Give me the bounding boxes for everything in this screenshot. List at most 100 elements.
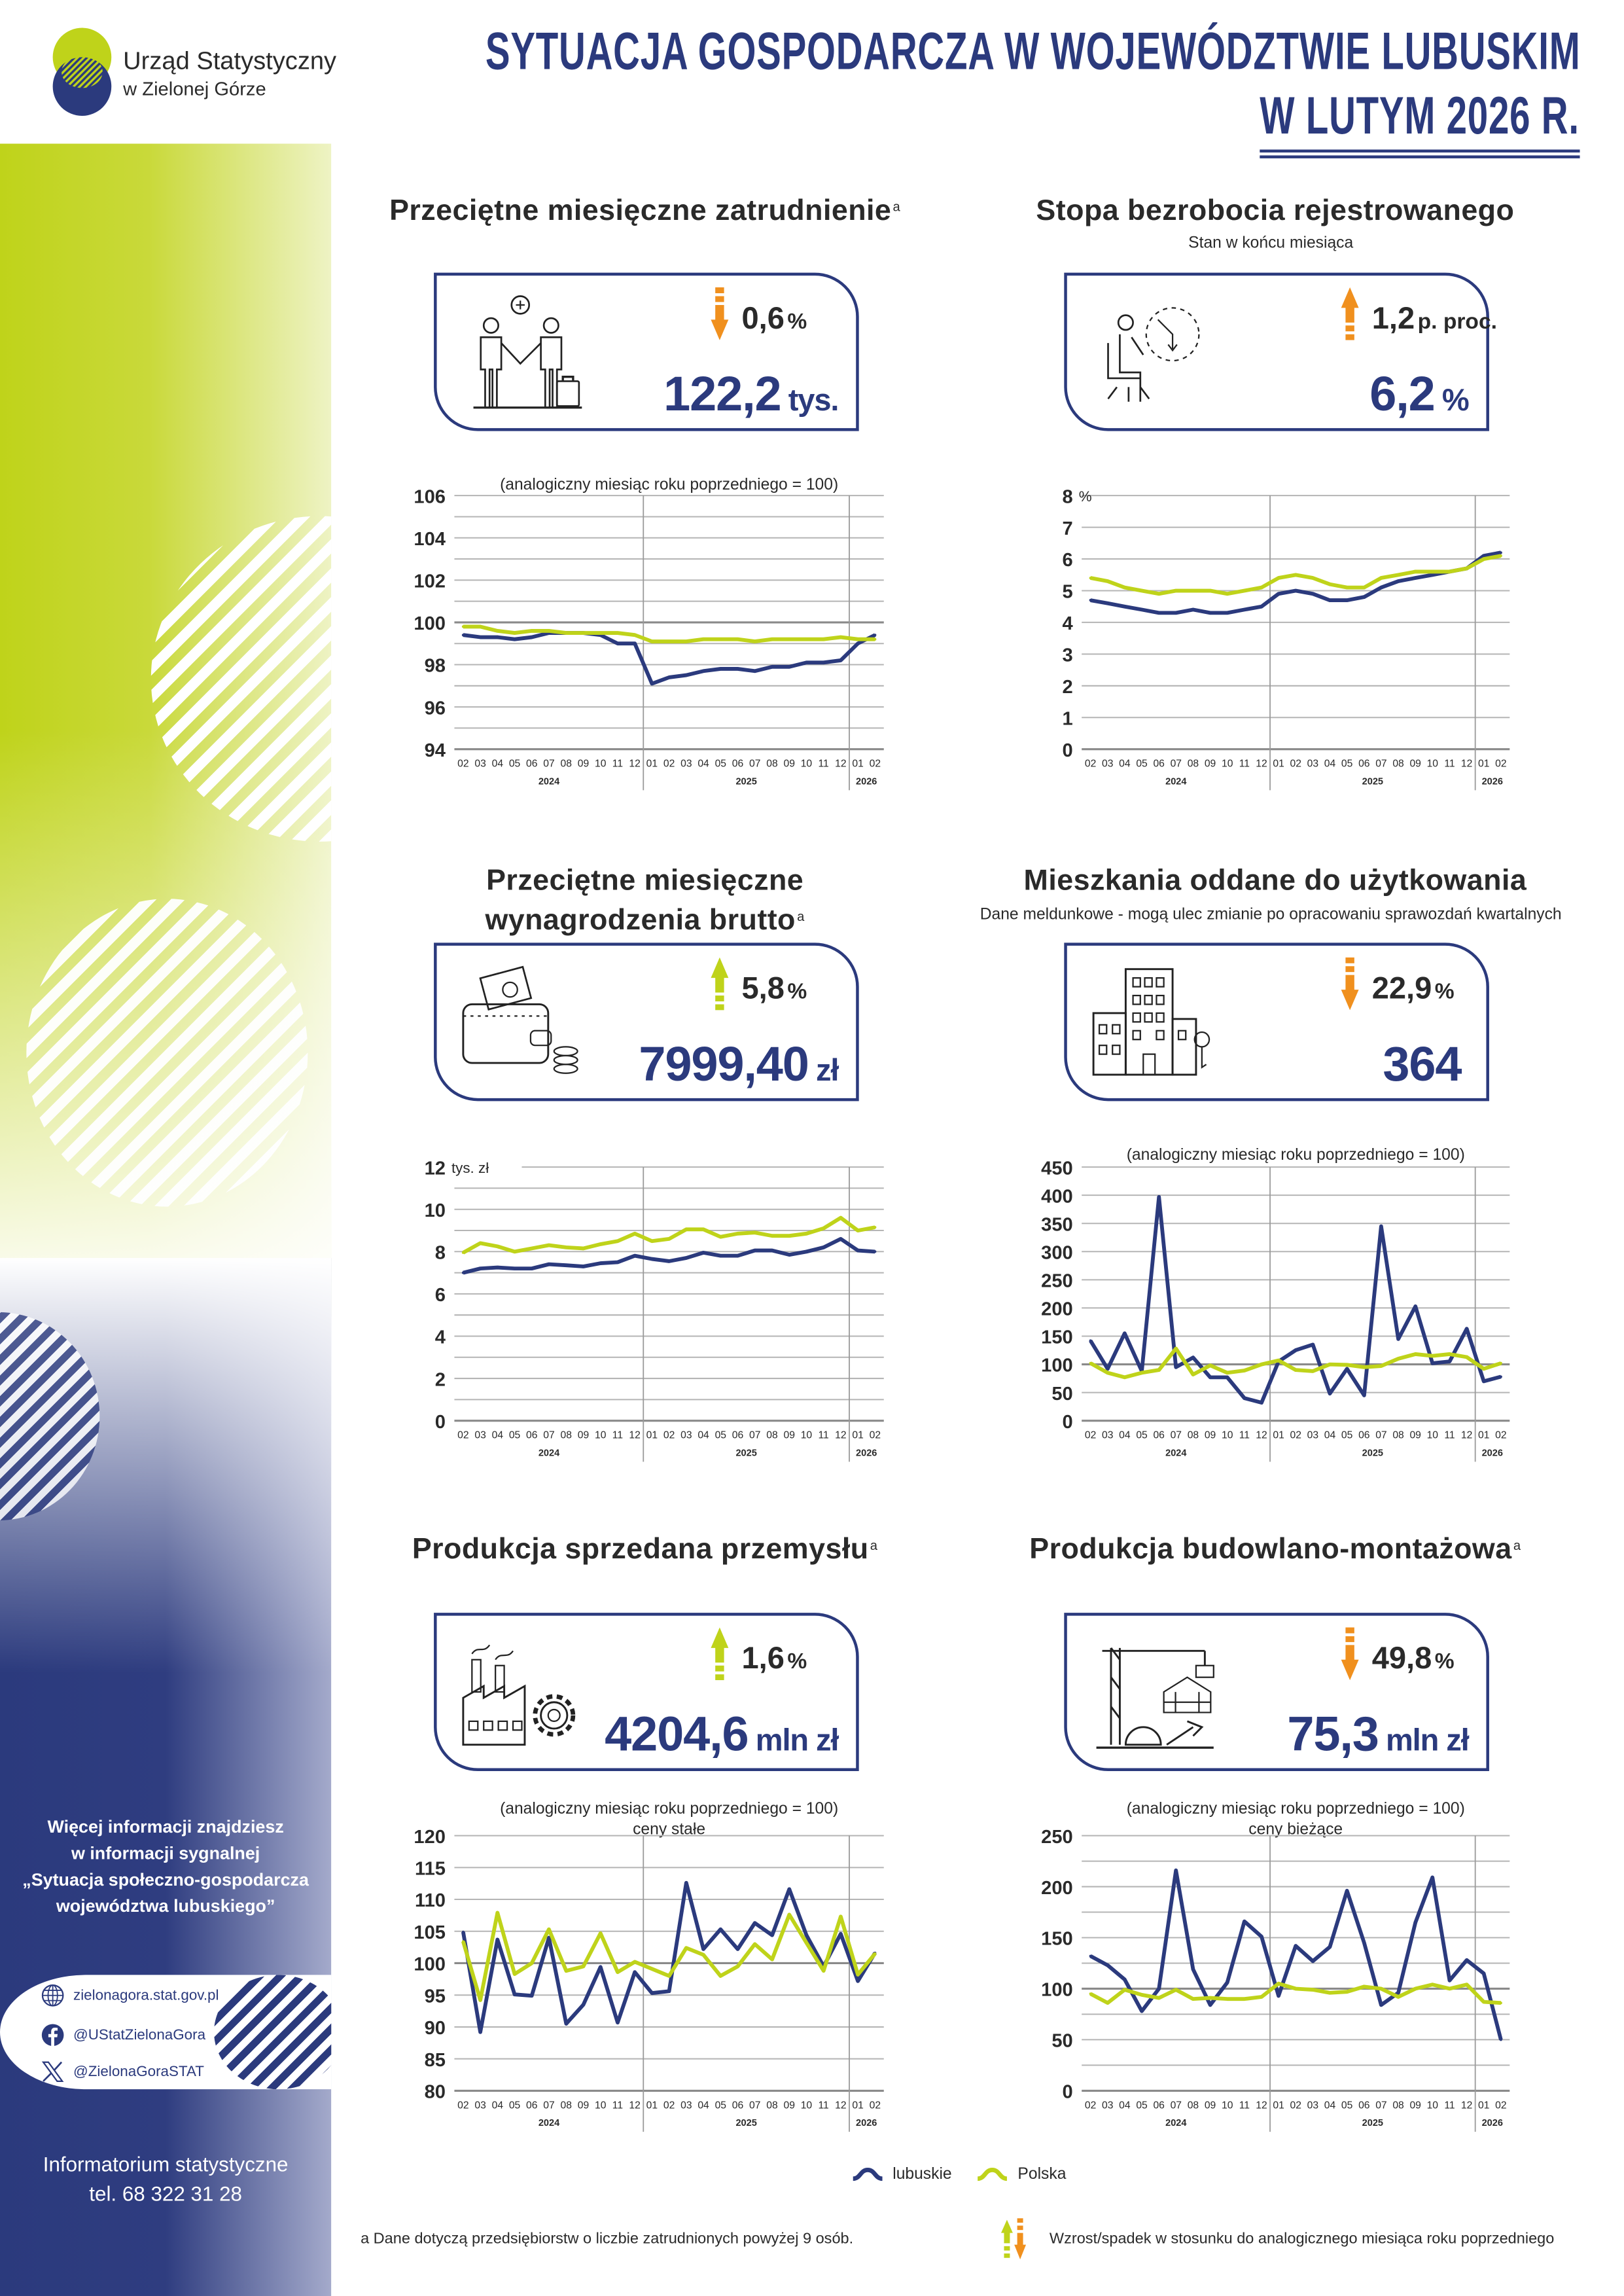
kpi-value-unit: tys. (788, 384, 839, 418)
data-point-lubuskie (1174, 1869, 1178, 1872)
data-point-polska (633, 1960, 637, 1964)
data-point-polska (1157, 592, 1161, 596)
section-title-line: Stopa bezrobocia rejestrowanego (1036, 194, 1515, 228)
data-point-lubuskie (479, 1267, 482, 1270)
year-label: 2026 (1482, 1448, 1503, 1458)
website-link[interactable]: zielonagora.stat.gov.pl (41, 1984, 219, 2007)
data-point-polska (1499, 2001, 1502, 2005)
data-point-polska (616, 1971, 619, 1974)
data-point-polska (1243, 1998, 1246, 2001)
data-point-lubuskie (805, 661, 808, 664)
data-point-polska (461, 1251, 465, 1254)
data-point-polska (1294, 573, 1297, 577)
y-tick-label: 300 (1041, 1242, 1073, 1263)
x-tick-label: 02 (1085, 1430, 1096, 1441)
x-tick-label: 02 (663, 2100, 675, 2111)
x-tick-label: 12 (1256, 1430, 1267, 1441)
x-tick-label: 05 (509, 1430, 521, 1441)
data-point-lubuskie (633, 642, 637, 645)
x-tick-label: 07 (749, 759, 760, 770)
x-tick-label: 11 (1239, 759, 1250, 770)
x-tick-label: 02 (1290, 759, 1301, 770)
x-tick-label: 06 (526, 759, 538, 770)
facebook-link[interactable]: @UStatZielonaGora (41, 2023, 205, 2047)
y-tick-label: 150 (1041, 1327, 1073, 1348)
x-tick-label: 08 (1392, 759, 1404, 770)
x-tick-label: 09 (783, 2100, 794, 2111)
x-tick-label: 07 (543, 1430, 554, 1441)
x-tick-label: 08 (766, 759, 778, 770)
data-point-lubuskie (1140, 2009, 1144, 2013)
data-point-polska (1328, 1991, 1332, 1994)
data-point-polska (874, 1226, 877, 1229)
x-tick-label: 02 (870, 759, 881, 770)
data-point-polska (1106, 2001, 1109, 2005)
org-name-line2: w Zielonej Górze (123, 77, 266, 100)
x-tick-label: 03 (680, 1430, 692, 1441)
data-point-polska (684, 1228, 688, 1231)
data-point-lubuskie (753, 1249, 756, 1252)
y-tick-label: 110 (415, 1890, 446, 1911)
kpi-change-value: 49,8 (1371, 1641, 1432, 1676)
data-point-polska (650, 1240, 654, 1243)
data-point-lubuskie (839, 1237, 842, 1240)
logo-circles-icon (52, 27, 112, 116)
data-point-lubuskie (1328, 1392, 1332, 1395)
x-tick-label: 09 (783, 759, 794, 770)
data-point-polska (1123, 1376, 1126, 1379)
data-point-polska (1209, 1996, 1212, 2000)
data-point-polska (1140, 1371, 1144, 1374)
y-tick-label: 12 (425, 1158, 446, 1179)
x-tick-label: 05 (1341, 1430, 1353, 1441)
data-point-polska (1260, 586, 1263, 589)
data-point-polska (1311, 1988, 1315, 1992)
section-title: Stopa bezrobocia rejestrowanego (1036, 192, 1514, 231)
data-point-lubuskie (513, 1993, 516, 1996)
data-point-lubuskie (1277, 592, 1280, 596)
data-point-polska (1226, 1998, 1229, 2001)
data-point-lubuskie (839, 1932, 842, 1935)
data-point-lubuskie (1397, 579, 1400, 583)
data-point-polska (684, 639, 688, 643)
informatorium-phone[interactable]: tel. 68 322 31 28 (89, 2181, 242, 2206)
section-title-text: Przeciętne miesięczne zatrudnienie a (389, 192, 900, 231)
data-point-lubuskie (856, 642, 860, 645)
x-tick-label: 04 (1119, 759, 1131, 770)
x-tick-label: 10 (801, 759, 813, 770)
series-line-polska (462, 1215, 875, 1255)
data-point-lubuskie (1379, 586, 1383, 589)
data-point-lubuskie (1277, 1994, 1280, 1998)
x-link[interactable]: @ZielonaGoraSTAT (41, 2060, 204, 2083)
x-tick-label: 12 (629, 2100, 640, 2111)
data-point-polska (461, 625, 465, 628)
data-point-lubuskie (667, 1259, 671, 1263)
year-label: 2024 (1165, 776, 1187, 787)
footnote-marker: a (870, 1537, 878, 1553)
x-tick-label: 07 (1171, 2100, 1182, 2111)
y-tick-label: 3 (1063, 645, 1073, 666)
x-tick-label: 09 (1205, 2100, 1216, 2111)
x-tick-label: 01 (1273, 759, 1284, 770)
section-title: Mieszkania oddane do użytkowania (1024, 862, 1527, 901)
x-tick-label: 11 (819, 759, 829, 770)
x-tick-label: 06 (1153, 759, 1165, 770)
data-point-lubuskie (770, 665, 773, 668)
data-point-polska (702, 1228, 705, 1231)
x-tick-label: 02 (457, 2100, 468, 2111)
data-point-polska (547, 629, 551, 632)
x-tick-label: 08 (1392, 2100, 1404, 2111)
y-tick-label: 450 (1041, 1158, 1073, 1179)
data-point-polska (1123, 1988, 1126, 1992)
data-point-polska (530, 1962, 533, 1965)
data-point-lubuskie (1226, 1981, 1229, 1984)
y-tick-label: 104 (414, 529, 446, 550)
data-point-polska (805, 1941, 808, 1945)
legend-label: lubuskie (892, 2165, 952, 2183)
data-point-lubuskie (1106, 1367, 1109, 1371)
x-tick-label: 03 (474, 759, 486, 770)
data-point-lubuskie (1174, 611, 1178, 615)
x-tick-label: 03 (680, 759, 692, 770)
y-tick-label: 94 (425, 740, 446, 761)
handshake-icon (473, 295, 582, 409)
more-info-line: w informacji sygnalnej (71, 1842, 260, 1864)
